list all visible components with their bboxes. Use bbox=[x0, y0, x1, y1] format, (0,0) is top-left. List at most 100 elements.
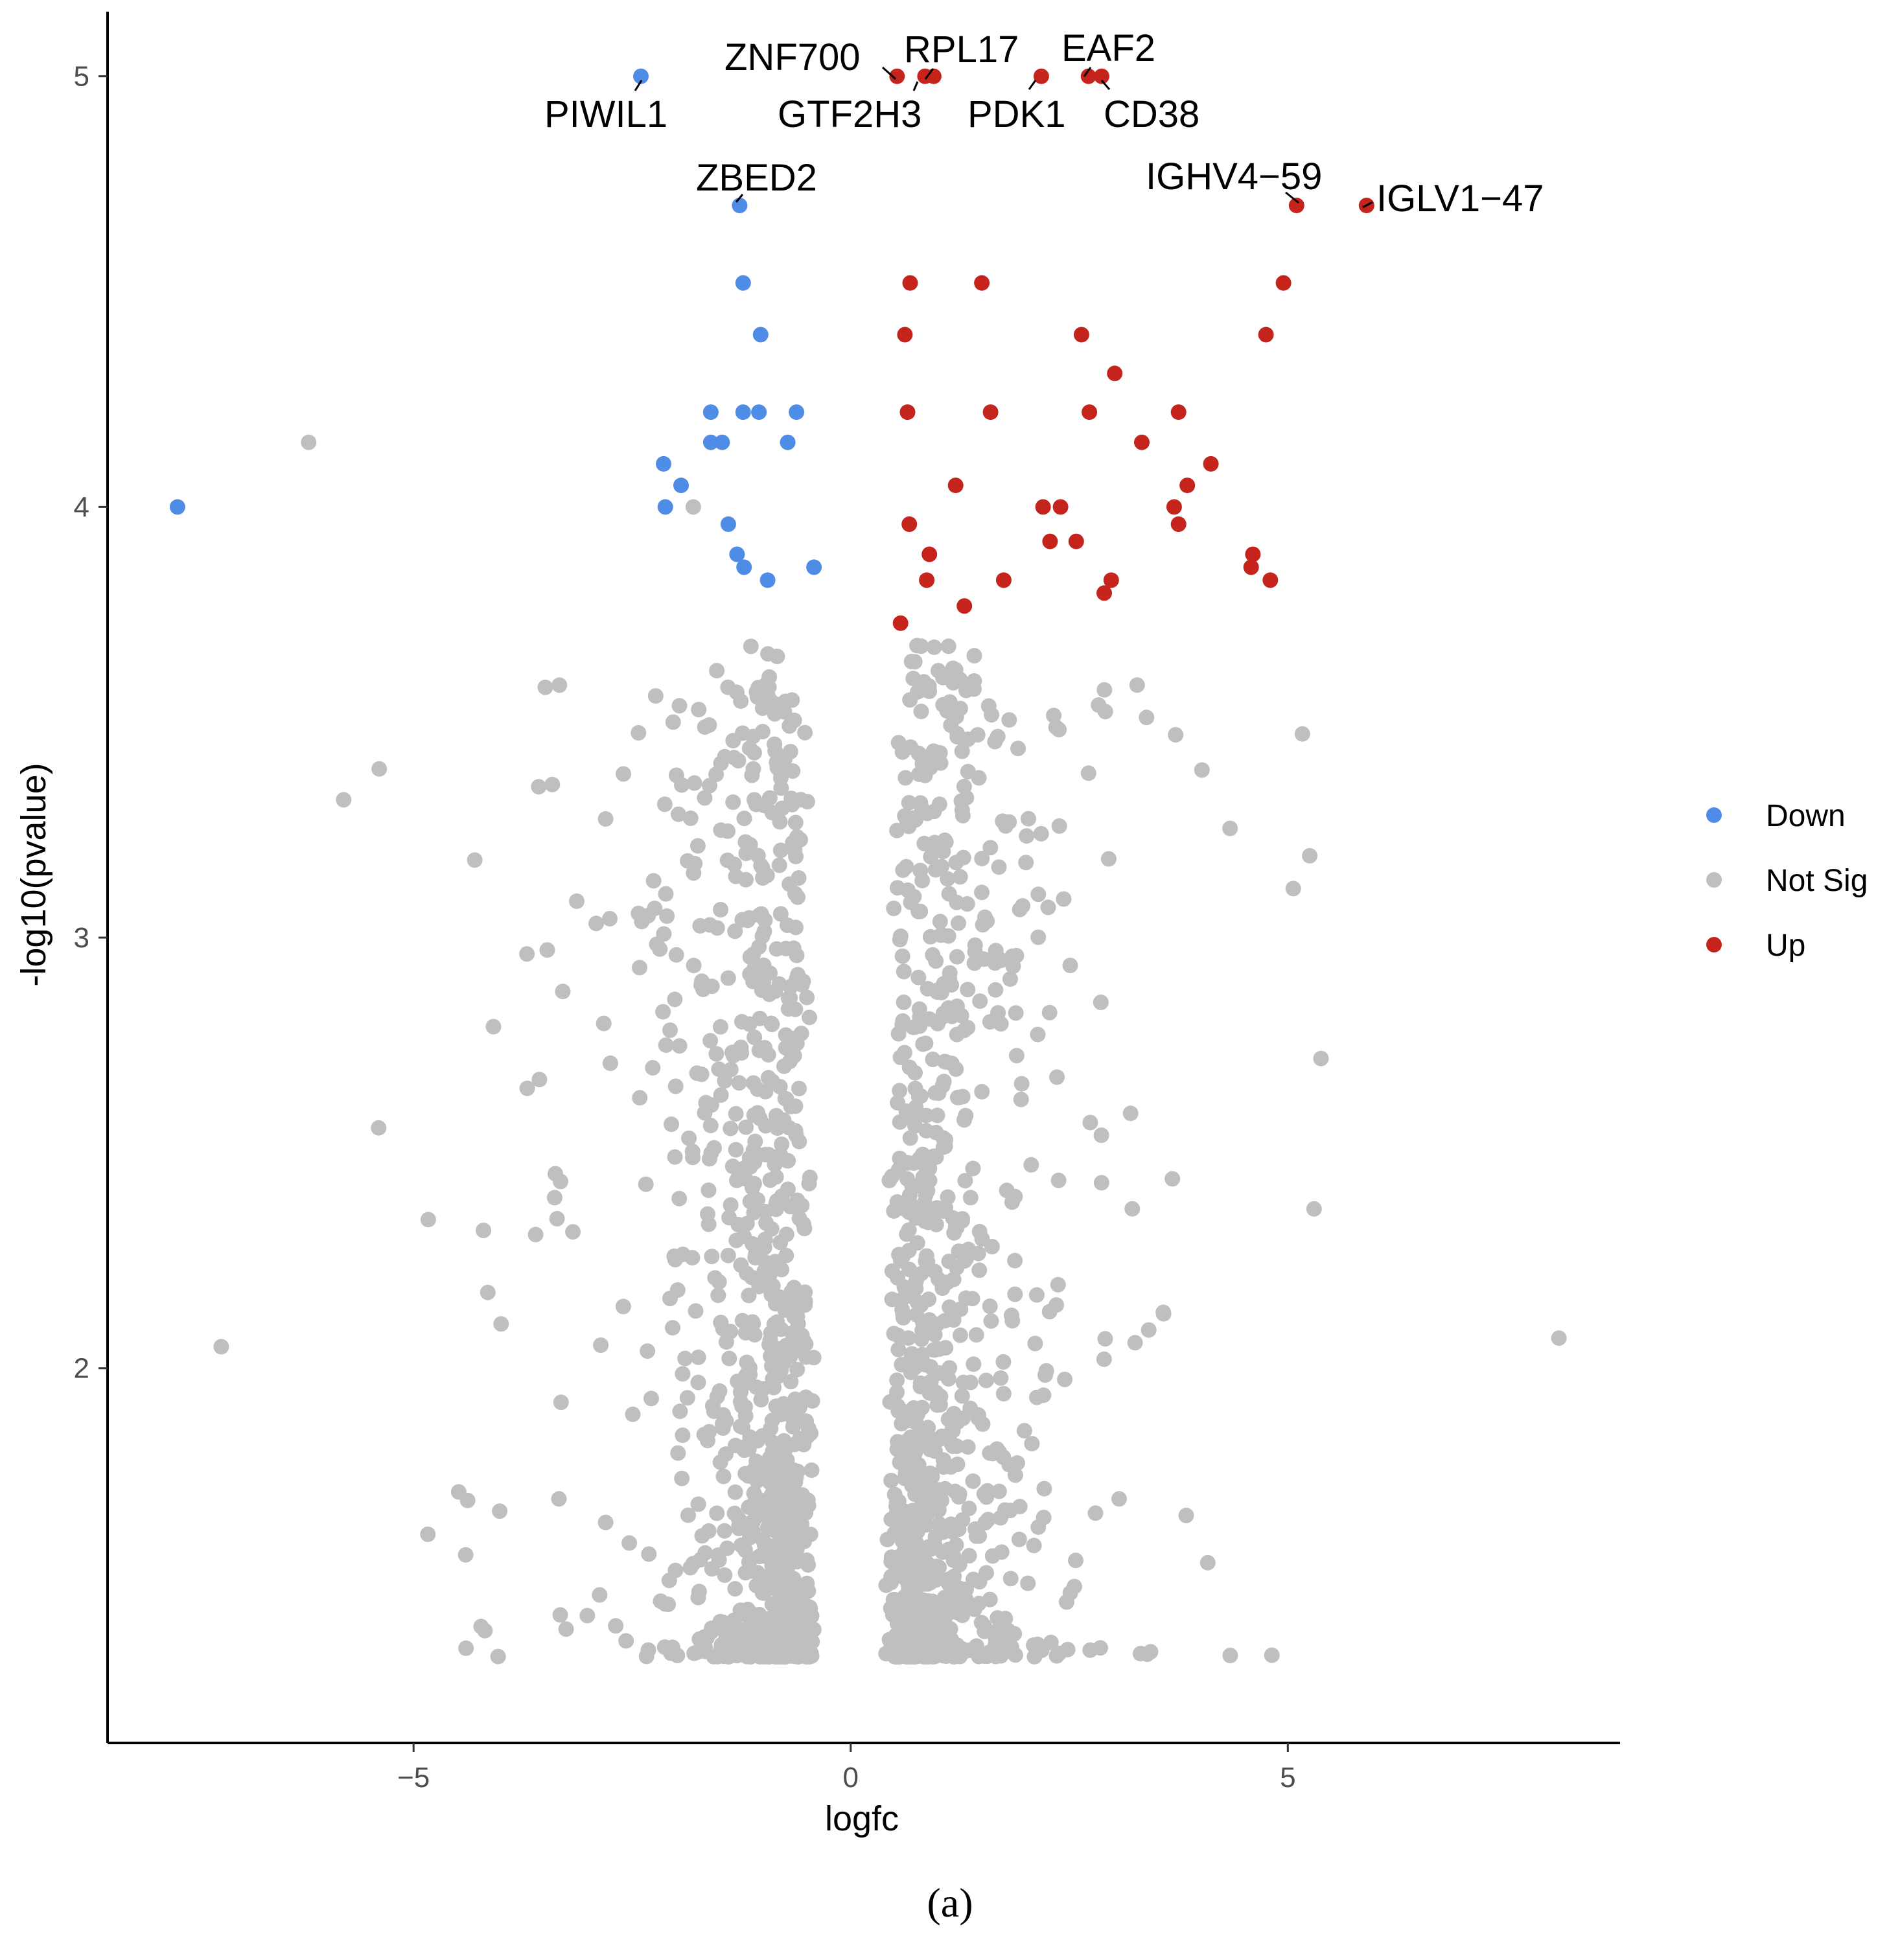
point-up bbox=[1096, 585, 1112, 601]
point-not-sig bbox=[889, 822, 905, 838]
point-not-sig bbox=[708, 1046, 724, 1062]
point-not-sig bbox=[988, 1648, 1004, 1665]
point-not-sig bbox=[728, 1142, 744, 1158]
point-not-sig bbox=[1026, 1538, 1042, 1554]
point-not-sig bbox=[941, 886, 957, 902]
point-not-sig bbox=[1002, 1571, 1019, 1587]
point-not-sig bbox=[1010, 741, 1026, 757]
point-up bbox=[897, 327, 913, 343]
point-not-sig bbox=[916, 835, 933, 851]
point-not-sig bbox=[618, 1633, 634, 1649]
point-not-sig bbox=[710, 1287, 726, 1304]
point-not-sig bbox=[1093, 1175, 1109, 1191]
point-not-sig bbox=[926, 803, 942, 820]
point-not-sig bbox=[923, 1359, 939, 1375]
y-axis-ticks: 2 3 4 5 bbox=[74, 61, 108, 1385]
point-not-sig bbox=[889, 1384, 905, 1400]
gene-label-iglv1-47: IGLV1−47 bbox=[1376, 178, 1544, 220]
label-connector bbox=[1362, 201, 1373, 209]
point-not-sig bbox=[952, 700, 968, 717]
point-not-sig bbox=[784, 1030, 800, 1046]
point-not-sig bbox=[1285, 881, 1301, 897]
point-not-sig bbox=[746, 1462, 762, 1478]
point-up bbox=[921, 546, 938, 562]
point-not-sig bbox=[940, 638, 956, 654]
point-not-sig bbox=[955, 1089, 971, 1105]
point-not-sig bbox=[916, 1515, 932, 1531]
point-not-sig bbox=[761, 1450, 778, 1466]
point-not-sig bbox=[663, 1645, 679, 1661]
point-up bbox=[1033, 68, 1049, 84]
point-not-sig bbox=[748, 684, 765, 700]
point-not-sig bbox=[1222, 820, 1238, 836]
point-not-sig bbox=[929, 1107, 945, 1124]
point-not-sig bbox=[1011, 1531, 1027, 1547]
point-not-sig bbox=[923, 849, 939, 865]
point-not-sig bbox=[709, 663, 725, 679]
point-not-sig bbox=[1168, 727, 1184, 743]
point-not-sig bbox=[960, 1439, 976, 1455]
point-not-sig bbox=[746, 744, 762, 761]
point-not-sig bbox=[788, 848, 804, 864]
point-not-sig bbox=[706, 1648, 722, 1665]
legend-key-down bbox=[1706, 807, 1722, 823]
point-not-sig bbox=[1164, 1171, 1181, 1187]
point-down bbox=[673, 478, 689, 494]
point-not-sig bbox=[935, 844, 951, 860]
point-not-sig bbox=[937, 1138, 953, 1155]
x-axis-ticks: −5 0 5 bbox=[397, 1743, 1296, 1793]
point-not-sig bbox=[1020, 1575, 1036, 1591]
point-not-sig bbox=[961, 1501, 977, 1517]
point-not-sig bbox=[742, 966, 758, 982]
point-not-sig bbox=[473, 1619, 489, 1635]
label-connector bbox=[735, 194, 744, 203]
point-down bbox=[752, 327, 769, 343]
point-down bbox=[720, 516, 736, 532]
point-not-sig bbox=[758, 1254, 774, 1271]
point-not-sig bbox=[709, 920, 725, 936]
point-not-sig bbox=[962, 1374, 979, 1390]
point-up bbox=[1052, 499, 1069, 515]
point-not-sig bbox=[1008, 947, 1025, 963]
point-not-sig bbox=[480, 1284, 496, 1300]
point-not-sig bbox=[993, 1544, 1010, 1560]
legend: Down Not Sig Up bbox=[1706, 799, 1868, 963]
point-not-sig bbox=[1178, 1507, 1194, 1523]
point-not-sig bbox=[748, 1492, 763, 1508]
point-down bbox=[657, 499, 673, 515]
point-not-sig bbox=[702, 1033, 719, 1049]
label-connector bbox=[912, 81, 919, 91]
point-not-sig bbox=[558, 1621, 574, 1637]
point-not-sig bbox=[785, 1401, 802, 1418]
point-not-sig bbox=[785, 835, 801, 851]
point-not-sig bbox=[903, 1350, 920, 1366]
point-not-sig bbox=[798, 1413, 814, 1429]
point-up bbox=[1203, 455, 1219, 472]
point-not-sig bbox=[662, 1022, 678, 1038]
point-not-sig bbox=[787, 886, 803, 902]
point-not-sig bbox=[925, 743, 942, 759]
point-not-sig bbox=[735, 1419, 750, 1435]
point-not-sig bbox=[616, 766, 631, 782]
point-not-sig bbox=[658, 886, 674, 902]
point-not-sig bbox=[769, 649, 785, 665]
label-connector bbox=[1028, 80, 1037, 90]
point-not-sig bbox=[787, 1098, 804, 1114]
point-not-sig bbox=[553, 1394, 569, 1411]
point-not-sig bbox=[970, 1245, 986, 1262]
point-up bbox=[974, 275, 990, 291]
point-not-sig bbox=[934, 927, 950, 943]
point-not-sig bbox=[965, 1473, 981, 1489]
point-not-sig bbox=[792, 1589, 808, 1605]
point-up bbox=[1243, 559, 1259, 575]
point-up bbox=[1288, 198, 1304, 214]
point-up bbox=[947, 478, 964, 494]
point-not-sig bbox=[667, 1078, 684, 1094]
point-not-sig bbox=[675, 1427, 691, 1444]
point-not-sig bbox=[527, 1227, 544, 1243]
point-not-sig bbox=[786, 1635, 802, 1652]
point-not-sig bbox=[555, 984, 571, 1000]
point-not-sig bbox=[974, 851, 990, 867]
point-up bbox=[1094, 68, 1109, 84]
point-not-sig bbox=[712, 1019, 728, 1035]
